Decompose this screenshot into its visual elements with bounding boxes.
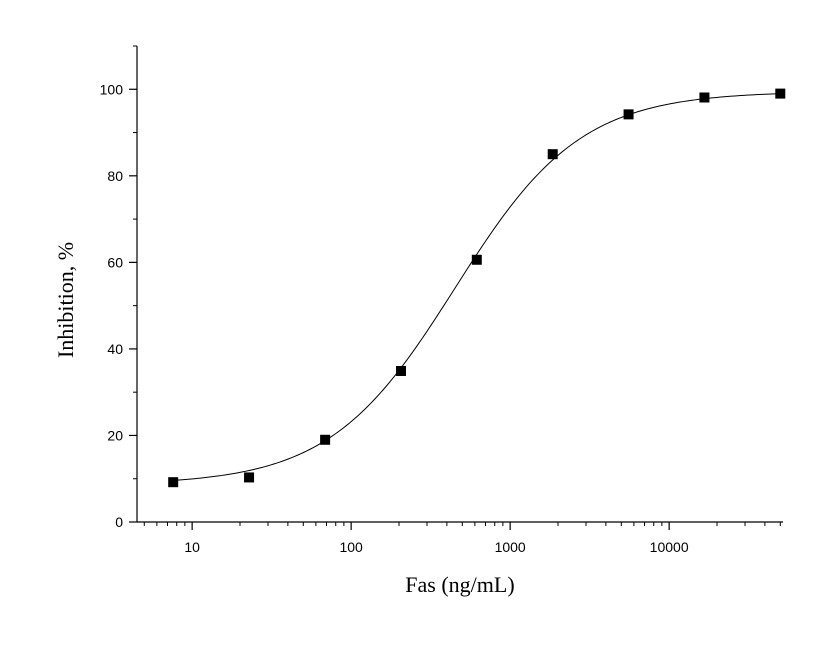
y-tick-label: 40	[107, 341, 123, 357]
y-tick-label: 60	[107, 254, 123, 270]
data-points	[168, 88, 786, 488]
data-point	[471, 254, 482, 265]
x-tick-label: 10	[184, 539, 200, 555]
data-point	[547, 149, 558, 160]
y-axis-title: Inhibition, %	[53, 242, 78, 358]
x-tick-label: 1000	[495, 539, 526, 555]
data-point	[699, 92, 710, 103]
y-tick-label: 20	[107, 427, 123, 443]
y-tick-label: 100	[100, 81, 124, 97]
data-point	[320, 434, 331, 445]
data-point	[623, 109, 634, 120]
x-axis: 10 100 1000 10000	[137, 521, 783, 555]
data-point	[395, 365, 406, 376]
data-point	[168, 477, 179, 488]
y-axis: 0 20 40 60 80 100	[100, 45, 138, 530]
x-axis-title: Fas (ng/mL)	[405, 572, 514, 597]
fit-curve	[173, 93, 781, 481]
data-point	[244, 472, 255, 483]
data-point	[775, 88, 786, 99]
x-tick-label: 100	[339, 539, 363, 555]
y-tick-label: 0	[115, 514, 123, 530]
y-tick-label: 80	[107, 168, 123, 184]
x-tick-label: 10000	[650, 539, 689, 555]
